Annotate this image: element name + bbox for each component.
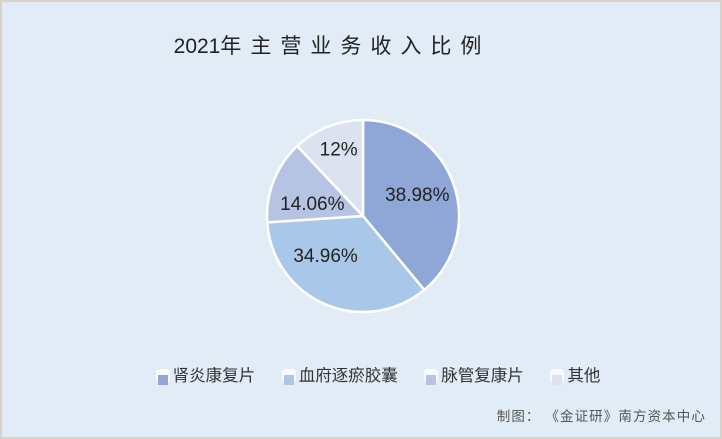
svg-text:34.96%: 34.96% <box>293 246 358 267</box>
svg-text:12%: 12% <box>320 140 358 161</box>
svg-text:14.06%: 14.06% <box>280 194 345 215</box>
svg-text:38.98%: 38.98% <box>385 185 450 206</box>
